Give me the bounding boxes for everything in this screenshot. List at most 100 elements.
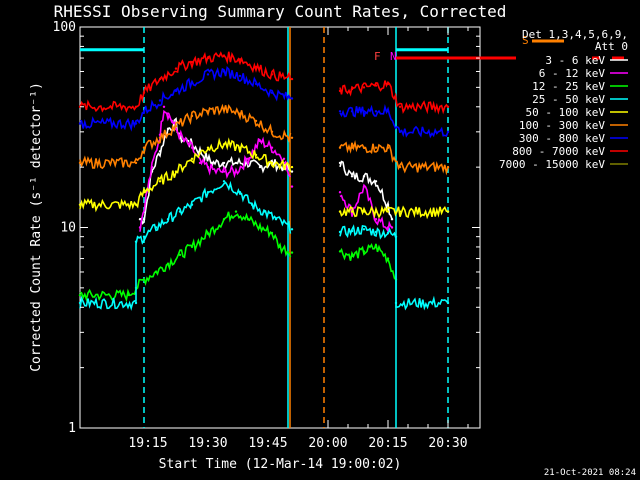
data-point-25-50-kev-6 [178, 210, 182, 213]
data-point-800-7000-kev-17 [398, 105, 402, 109]
footer-date: 21-Oct-2021 08:24 [544, 468, 636, 478]
data-point-3-6-kev-9 [210, 161, 214, 165]
data-point-300-800-kev-3 [158, 99, 162, 102]
data-point-25-50-kev-2 [134, 240, 138, 243]
data-point-12-25-kev-13 [270, 231, 274, 235]
data-point-12-25-kev-18 [362, 250, 366, 253]
data-point-3-6-kev-3 [158, 150, 162, 153]
flare-bars [396, 39, 624, 60]
data-point-3-6-kev-13 [258, 165, 262, 169]
data-point-3-6-kev-17 [338, 161, 342, 165]
data-point-12-25-kev-15 [290, 251, 294, 254]
data-point-50-100-kev-7 [222, 143, 226, 146]
data-point-12-25-kev-5 [166, 262, 170, 265]
data-point-12-25-kev-14 [278, 245, 282, 249]
x-tick-label-30: 19:30 [188, 436, 227, 451]
data-point-3-6-kev-1 [142, 218, 146, 221]
data-point-800-7000-kev-6 [206, 56, 210, 60]
y-axis-label: Corrected Count Rate (s⁻¹ detector⁻¹) [29, 82, 44, 372]
data-point-300-800-kev-8 [238, 74, 242, 78]
data-point-6-12-kev-3 [162, 105, 166, 109]
data-point-12-25-kev-3 [142, 278, 146, 281]
data-point-800-7000-kev-3 [158, 77, 162, 81]
series-lines [78, 51, 450, 311]
data-point-300-800-kev-11 [290, 97, 294, 100]
data-point-50-100-kev-13 [350, 210, 354, 213]
x-tick-label-90: 20:30 [428, 436, 467, 451]
data-point-12-25-kev-1 [126, 293, 130, 297]
x-tick-label-75: 20:15 [368, 436, 407, 451]
data-point-12-25-kev-17 [350, 254, 354, 258]
data-point-300-800-kev-16 [386, 110, 390, 113]
data-point-50-100-kev-1 [134, 203, 138, 206]
data-point-6-12-kev-14 [246, 157, 250, 160]
data-point-800-7000-kev-13 [350, 87, 354, 91]
series-line-300-800-kev-1 [339, 103, 449, 139]
data-point-100-300-kev-18 [446, 165, 450, 169]
data-point-25-50-kev-7 [190, 203, 194, 206]
data-point-300-800-kev-7 [222, 70, 226, 73]
data-point-100-300-kev-4 [174, 125, 178, 128]
data-point-12-25-kev-12 [258, 226, 262, 229]
y-tick-label-100: 100 [53, 20, 76, 35]
data-point-25-50-kev-1 [134, 301, 138, 305]
data-point-300-800-kev-2 [142, 110, 146, 113]
flare-marker-s: S [522, 34, 529, 47]
data-point-100-300-kev-1 [134, 161, 138, 165]
data-point-300-800-kev-18 [446, 130, 450, 133]
legend-label-7000-15000-kev: 7000 - 15000 keV [499, 158, 605, 171]
data-point-50-100-kev-16 [386, 210, 390, 213]
data-point-300-800-kev-14 [362, 110, 366, 113]
data-point-100-300-kev-14 [362, 146, 366, 149]
data-point-300-800-kev-13 [350, 110, 354, 113]
data-point-300-800-kev-12 [338, 110, 342, 113]
data-point-25-50-kev-20 [394, 235, 398, 238]
data-point-25-50-kev-14 [290, 228, 294, 231]
data-point-50-100-kev-12 [338, 210, 342, 213]
series-line-25-50-kev-1 [339, 224, 449, 311]
data-point-6-12-kev-10 [206, 165, 210, 169]
data-point-25-50-kev-22 [446, 301, 450, 305]
data-point-800-7000-kev-9 [254, 66, 258, 69]
data-point-800-7000-kev-12 [338, 89, 342, 93]
data-point-50-100-kev-11 [290, 165, 294, 169]
data-point-300-800-kev-1 [134, 122, 138, 125]
series-line-100-300-kev-0 [79, 103, 292, 170]
series-line-6-12-kev-1 [339, 183, 393, 234]
series-line-50-100-kev-0 [79, 137, 292, 213]
flare-markers: F N S [374, 34, 529, 63]
data-point-12-25-kev-0 [78, 293, 82, 297]
data-point-6-12-kev-24 [390, 226, 394, 229]
data-point-6-12-kev-12 [222, 170, 226, 173]
series-line-800-7000-kev-0 [79, 51, 292, 113]
data-point-800-7000-kev-7 [222, 54, 226, 57]
data-point-6-12-kev-7 [182, 139, 186, 143]
data-point-100-300-kev-5 [190, 114, 194, 118]
data-point-100-300-kev-11 [290, 136, 294, 139]
data-point-100-300-kev-10 [270, 130, 274, 133]
data-point-25-50-kev-18 [374, 230, 378, 234]
data-point-12-25-kev-4 [154, 270, 158, 274]
data-point-6-12-kev-17 [282, 157, 286, 160]
data-point-100-300-kev-16 [386, 146, 390, 149]
data-point-6-12-kev-22 [374, 218, 378, 221]
data-point-50-100-kev-5 [190, 157, 194, 160]
data-point-3-6-kev-18 [350, 175, 354, 178]
data-point-800-7000-kev-15 [374, 84, 378, 87]
flare-marker-n: N [390, 50, 397, 63]
data-point-25-50-kev-11 [250, 203, 254, 206]
data-point-25-50-kev-9 [222, 180, 226, 183]
data-point-100-300-kev-12 [338, 146, 342, 149]
data-point-800-7000-kev-11 [290, 77, 294, 81]
data-point-3-6-kev-16 [290, 170, 294, 173]
data-point-25-50-kev-4 [154, 226, 158, 229]
data-point-300-800-kev-0 [78, 122, 82, 125]
data-point-100-300-kev-9 [254, 119, 258, 123]
data-point-6-12-kev-4 [166, 112, 170, 115]
data-point-6-12-kev-18 [290, 185, 294, 188]
data-point-800-7000-kev-16 [386, 82, 390, 86]
data-point-3-6-kev-20 [374, 180, 378, 183]
data-point-800-7000-kev-1 [134, 105, 138, 109]
data-point-100-300-kev-7 [222, 107, 226, 111]
